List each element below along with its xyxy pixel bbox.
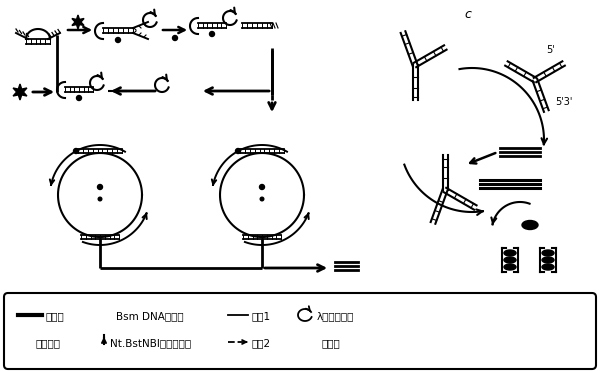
Polygon shape bbox=[18, 335, 30, 349]
Text: 5': 5' bbox=[546, 45, 555, 55]
Circle shape bbox=[115, 37, 121, 43]
Circle shape bbox=[97, 184, 103, 190]
Polygon shape bbox=[13, 84, 27, 100]
Text: Nt.BstNBI切刻内切酶: Nt.BstNBI切刻内切酶 bbox=[110, 338, 191, 348]
Circle shape bbox=[235, 148, 241, 154]
Ellipse shape bbox=[522, 220, 538, 230]
Text: 引物2: 引物2 bbox=[252, 338, 271, 348]
Circle shape bbox=[74, 148, 79, 154]
Circle shape bbox=[98, 197, 102, 201]
Ellipse shape bbox=[504, 250, 516, 256]
Circle shape bbox=[77, 95, 82, 101]
Text: 5'3': 5'3' bbox=[555, 97, 572, 107]
Text: Bsm DNA聚合酶: Bsm DNA聚合酶 bbox=[116, 311, 184, 321]
Text: 妥布霉素: 妥布霉素 bbox=[35, 338, 60, 348]
Circle shape bbox=[173, 36, 178, 40]
Text: 血红素: 血红素 bbox=[322, 338, 341, 348]
Ellipse shape bbox=[542, 264, 554, 270]
Circle shape bbox=[209, 32, 215, 36]
Ellipse shape bbox=[542, 257, 554, 263]
Polygon shape bbox=[72, 15, 84, 29]
Circle shape bbox=[260, 184, 265, 190]
FancyBboxPatch shape bbox=[4, 293, 596, 369]
Ellipse shape bbox=[504, 257, 516, 263]
Text: 引物1: 引物1 bbox=[252, 311, 271, 321]
Text: 适配体: 适配体 bbox=[46, 311, 65, 321]
Text: c: c bbox=[464, 8, 472, 21]
Circle shape bbox=[260, 197, 264, 201]
Ellipse shape bbox=[504, 264, 516, 270]
Ellipse shape bbox=[303, 338, 317, 346]
Circle shape bbox=[104, 311, 112, 319]
Text: λ核酸外切酶: λ核酸外切酶 bbox=[317, 311, 355, 321]
Ellipse shape bbox=[542, 250, 554, 256]
